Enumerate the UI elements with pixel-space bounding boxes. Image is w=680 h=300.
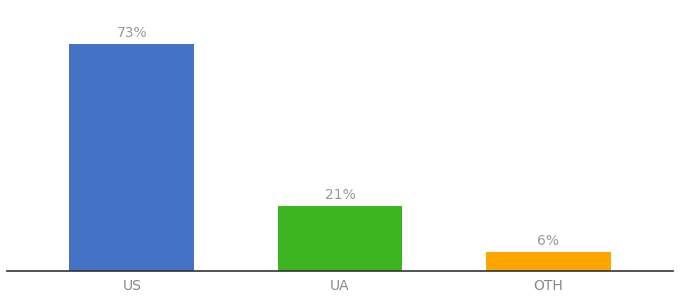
Text: 21%: 21%	[324, 188, 356, 202]
Bar	[486, 252, 611, 271]
Bar	[69, 44, 194, 271]
Text: 6%: 6%	[537, 234, 559, 248]
Text: 73%: 73%	[116, 26, 147, 40]
Bar	[277, 206, 403, 271]
